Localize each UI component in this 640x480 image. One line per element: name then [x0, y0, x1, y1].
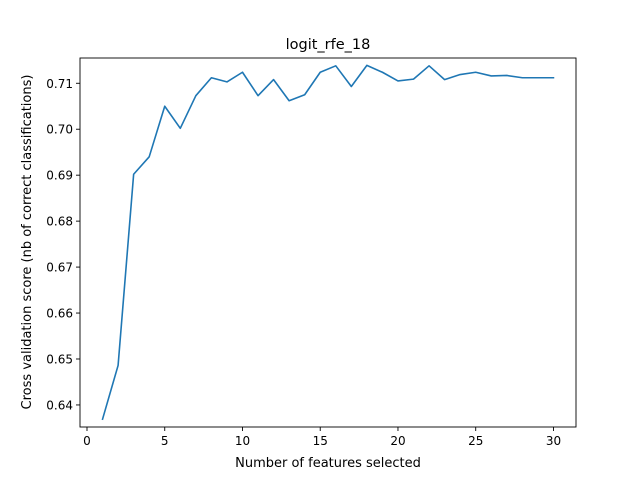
- axes-frame: [79, 57, 577, 428]
- chart-title: logit_rfe_18: [286, 37, 371, 53]
- y-tick-label: 0.69: [46, 169, 73, 183]
- y-tick-label: 0.71: [46, 77, 73, 91]
- y-tick-label: 0.64: [46, 398, 73, 412]
- x-tick-label: 25: [468, 434, 483, 448]
- plot-area: [79, 57, 577, 428]
- y-axis-ticks: 0.64 0.65 0.66 0.67 0.68 0.69 0.70 0.71: [46, 77, 80, 412]
- y-tick-label: 0.65: [46, 352, 73, 366]
- x-axis-label: Number of features selected: [235, 456, 421, 471]
- x-tick-label: 20: [390, 434, 405, 448]
- y-axis-label: Cross validation score (nb of correct cl…: [20, 75, 35, 410]
- x-tick-label: 5: [161, 434, 169, 448]
- x-tick-label: 10: [235, 434, 250, 448]
- series-line-0: [101, 64, 555, 421]
- x-axis-ticks: 0 5 10 15 20 25 30: [83, 427, 561, 448]
- x-tick-label: 15: [313, 434, 328, 448]
- y-tick-label: 0.68: [46, 215, 73, 229]
- x-tick-label: 0: [83, 434, 91, 448]
- y-tick-label: 0.66: [46, 307, 73, 321]
- y-tick-label: 0.67: [46, 261, 73, 275]
- x-tick-label: 30: [546, 434, 561, 448]
- y-tick-label: 0.70: [46, 123, 73, 137]
